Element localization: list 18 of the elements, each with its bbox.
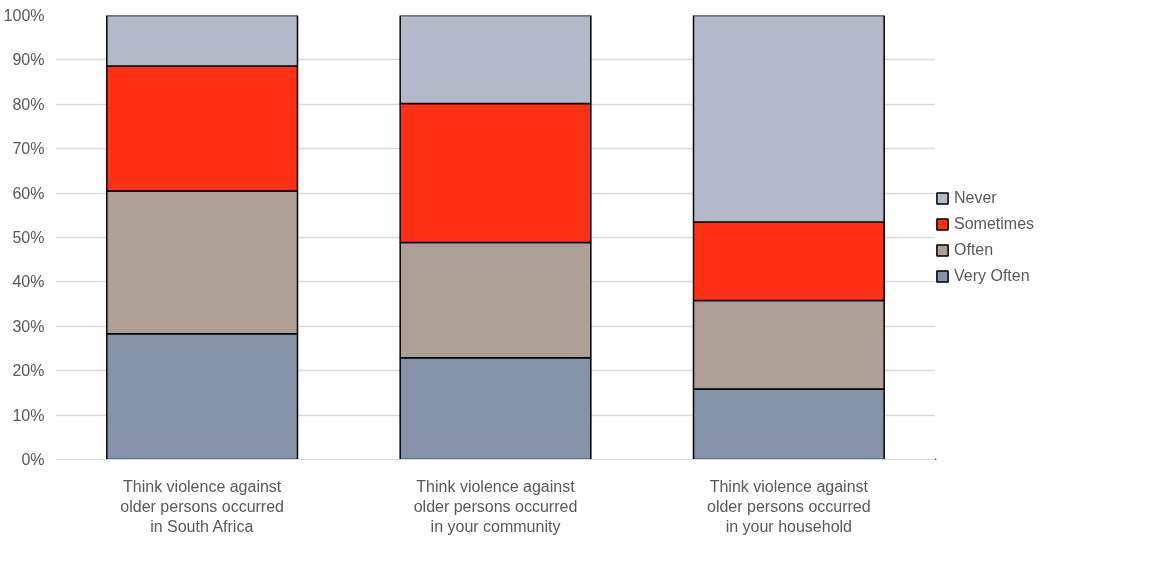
- x-tick-label: Think violence against older persons occurred in your household: [707, 477, 871, 536]
- legend-label: Very Often: [954, 267, 1030, 285]
- y-tick-label: 0%: [21, 451, 45, 468]
- x-tick-label: Think violence against older persons occurred in South Africa: [120, 477, 284, 536]
- y-tick-label: 100%: [3, 7, 45, 24]
- legend-label: Never: [954, 189, 997, 207]
- legend-label: Sometimes: [954, 215, 1035, 233]
- y-tick-label: 80%: [12, 95, 45, 113]
- y-tick-label: 10%: [12, 406, 45, 424]
- legend-label: Often: [954, 241, 994, 259]
- y-tick-label: 60%: [12, 184, 45, 202]
- y-tick-label: 20%: [12, 362, 45, 380]
- x-tick-label: Think violence against older persons occurred in your community: [413, 477, 578, 536]
- y-tick-label: 40%: [12, 273, 45, 291]
- y-tick-label: 50%: [12, 229, 45, 246]
- y-tick-label: 30%: [12, 317, 45, 335]
- y-tick-label: 90%: [12, 51, 45, 69]
- y-tick-label: 70%: [12, 140, 45, 158]
